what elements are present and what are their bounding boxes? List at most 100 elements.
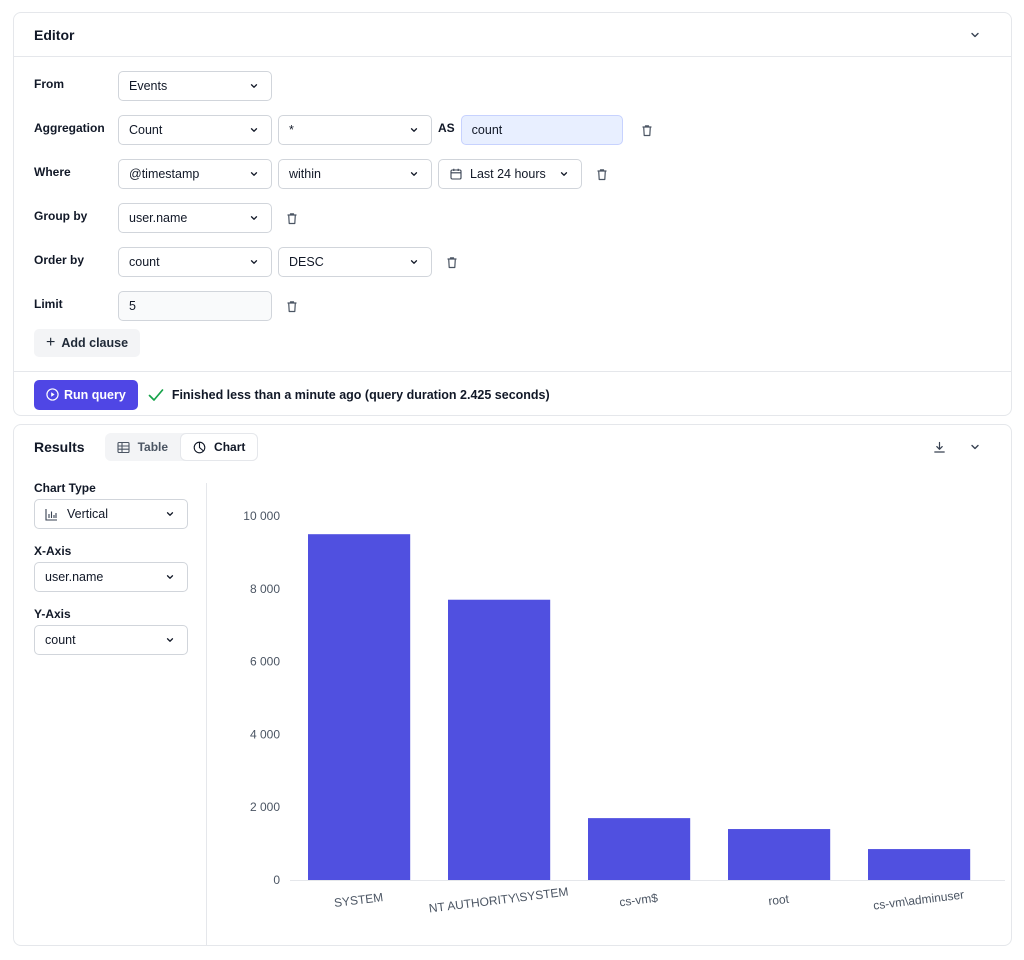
editor-header: Editor — [14, 13, 1011, 57]
as-label: AS — [438, 121, 455, 135]
chart-type-label: Chart Type — [34, 481, 96, 495]
editor-title: Editor — [34, 26, 75, 43]
chevron-down-icon — [166, 512, 174, 516]
limit-label: Limit — [34, 297, 63, 311]
chevron-down-icon — [250, 84, 258, 88]
group-by-label: Group by — [34, 209, 88, 223]
chart-settings-panel: Chart Type Vertical X-Axis user.name Y-A… — [34, 481, 188, 670]
chart-bar[interactable] — [308, 534, 411, 880]
time-range-select[interactable]: Last 24 hours — [438, 159, 582, 189]
run-query-button[interactable]: Run query — [34, 379, 138, 410]
chart-type-value: Vertical — [67, 507, 108, 521]
trash-icon — [642, 124, 652, 136]
trash-icon — [447, 256, 457, 268]
aggregation-function-select[interactable]: Count — [118, 115, 272, 145]
query-status: Finished less than a minute ago (query d… — [148, 388, 550, 402]
aggregation-field-select[interactable]: * — [278, 115, 432, 145]
where-field-select[interactable]: @timestamp — [118, 159, 272, 189]
chevron-down-icon — [250, 260, 258, 264]
chevron-down-icon — [250, 172, 258, 176]
y-tick-label: 0 — [273, 873, 280, 887]
delete-where-button[interactable] — [592, 164, 612, 184]
query-status-text: Finished less than a minute ago (query d… — [171, 387, 550, 402]
download-icon — [933, 441, 945, 453]
x-tick-label: NT AUTHORITY\SYSTEM — [428, 885, 569, 916]
chart-bar[interactable] — [448, 599, 551, 880]
order-direction-select[interactable]: DESC — [278, 247, 432, 277]
order-by-field-value: count — [129, 255, 160, 269]
from-label: From — [34, 77, 64, 91]
calendar-icon — [450, 168, 462, 180]
chevron-down-icon — [166, 575, 174, 579]
chevron-down-icon — [410, 260, 418, 264]
trash-icon — [287, 300, 297, 312]
x-tick-label: cs-vm\adminuser — [872, 888, 964, 913]
add-clause-label: Add clause — [61, 336, 129, 350]
delete-aggregation-button[interactable] — [637, 120, 657, 140]
y-axis-label: Y-Axis — [34, 607, 71, 621]
where-field-value: @timestamp — [129, 167, 200, 181]
tab-chart[interactable]: Chart — [180, 433, 259, 461]
aggregation-row: Aggregation Count * AS count — [34, 115, 657, 145]
chevron-down-icon — [560, 172, 568, 176]
collapse-results-button[interactable] — [965, 437, 985, 457]
results-title: Results — [34, 439, 85, 455]
y-tick-label: 2 000 — [250, 800, 280, 814]
from-row: From Events — [34, 71, 278, 101]
alias-input[interactable]: count — [460, 115, 623, 145]
tab-table-label: Table — [137, 440, 169, 454]
add-clause-button[interactable]: + Add clause — [34, 329, 141, 357]
results-panel: Results Table Chart Chart Type Vertical … — [13, 424, 1012, 946]
editor-panel: Editor From Events Aggregation Count * A… — [13, 12, 1012, 416]
download-button[interactable] — [929, 437, 949, 457]
delete-order-by-button[interactable] — [442, 252, 462, 272]
x-tick-label: SYSTEM — [333, 890, 384, 910]
y-axis-value: count — [45, 633, 76, 647]
bar-chart: 0 2 000 4 000 6 000 8 000 10 000 SYSTEM NT AUTH… — [243, 509, 1005, 916]
x-axis-label: X-Axis — [34, 544, 72, 558]
delete-group-by-button[interactable] — [282, 208, 302, 228]
chevron-down-icon — [410, 128, 418, 132]
chart-bar[interactable] — [588, 818, 691, 880]
pie-chart-icon — [193, 441, 206, 453]
delete-limit-button[interactable] — [282, 296, 302, 316]
aggregation-function-value: Count — [129, 123, 163, 137]
where-operator-value: within — [289, 167, 321, 181]
aggregation-field-value: * — [289, 123, 294, 137]
y-tick-label: 6 000 — [250, 655, 280, 669]
chart-bar[interactable] — [728, 829, 831, 880]
x-axis-select[interactable]: user.name — [34, 562, 188, 592]
where-row: Where @timestamp within Last 24 hours — [34, 159, 612, 189]
group-by-select[interactable]: user.name — [118, 203, 272, 233]
y-tick-label: 8 000 — [250, 582, 280, 596]
aggregation-label: Aggregation — [34, 121, 105, 135]
chevron-down-icon — [410, 172, 418, 176]
chevron-down-icon — [166, 638, 174, 642]
order-direction-value: DESC — [289, 255, 324, 269]
group-by-row: Group by user.name — [34, 203, 302, 233]
chevron-down-icon — [971, 444, 979, 450]
panel-divider — [206, 483, 207, 945]
from-select[interactable]: Events — [118, 71, 272, 101]
chart-type-select[interactable]: Vertical — [34, 499, 188, 529]
where-label: Where — [34, 165, 71, 179]
x-axis-value: user.name — [45, 570, 104, 584]
chart-bar[interactable] — [868, 849, 971, 880]
order-by-row: Order by count DESC — [34, 247, 462, 277]
tab-chart-label: Chart — [214, 440, 246, 454]
y-axis-select[interactable]: count — [34, 625, 188, 655]
y-tick-label: 4 000 — [250, 727, 280, 741]
from-value: Events — [129, 79, 168, 93]
order-by-label: Order by — [34, 253, 85, 267]
table-icon — [117, 441, 130, 453]
plus-icon: + — [46, 334, 56, 351]
alias-value: count — [471, 123, 503, 137]
tab-table[interactable]: Table — [105, 433, 180, 461]
check-icon — [148, 388, 164, 401]
trash-icon — [597, 168, 607, 180]
where-operator-select[interactable]: within — [278, 159, 432, 189]
order-by-field-select[interactable]: count — [118, 247, 272, 277]
limit-input[interactable]: 5 — [118, 291, 272, 321]
collapse-editor-button[interactable] — [965, 25, 985, 45]
bar-chart-icon — [45, 508, 57, 521]
